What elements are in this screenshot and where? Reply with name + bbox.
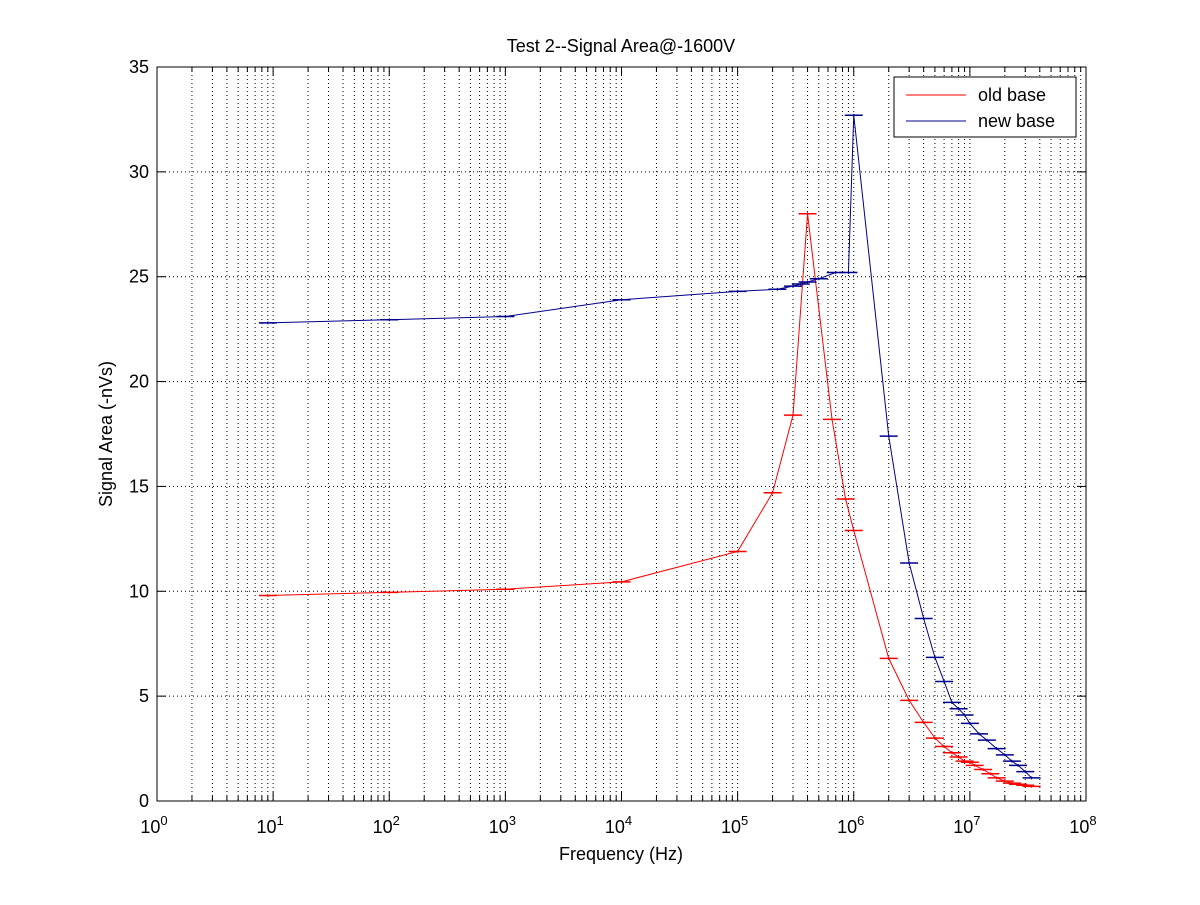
chart-title: Test 2--Signal Area@-1600V — [507, 36, 735, 56]
y-tick-label: 0 — [139, 791, 149, 811]
y-tick-label: 10 — [129, 581, 149, 601]
x-tick-label: 102 — [373, 813, 400, 837]
x-tick-label: 107 — [953, 813, 980, 837]
tick-marks — [156, 66, 1087, 802]
series-layer — [258, 113, 1041, 788]
legend-label: old base — [978, 85, 1046, 105]
x-tick-label: 101 — [256, 813, 283, 837]
series-new-base — [258, 113, 1041, 780]
x-tick-label: 105 — [721, 813, 748, 837]
y-axis-label: Signal Area (-nVs) — [96, 361, 116, 507]
legend: old base new base — [893, 76, 1077, 138]
y-tick-label: 30 — [129, 162, 149, 182]
grid — [157, 67, 1086, 801]
y-tick-label: 15 — [129, 476, 149, 496]
legend-label: new base — [978, 111, 1055, 131]
plot-area — [157, 67, 1086, 801]
y-tick-label: 35 — [129, 57, 149, 77]
tick-labels: 0 5 10 15 20 25 30 35 100 101 102 103 104 105 106 107 10… — [129, 57, 1097, 837]
legend-box — [893, 76, 1077, 138]
x-tick-label: 104 — [605, 813, 632, 837]
x-tick-label: 100 — [140, 813, 167, 837]
x-tick-label: 108 — [1069, 813, 1096, 837]
y-tick-label: 5 — [139, 686, 149, 706]
y-tick-label: 25 — [129, 267, 149, 287]
x-tick-label: 103 — [489, 813, 516, 837]
y-tick-label: 20 — [129, 372, 149, 392]
series-old-base — [258, 212, 1041, 788]
x-tick-label: 106 — [837, 813, 864, 837]
x-axis-label: Frequency (Hz) — [559, 844, 683, 864]
